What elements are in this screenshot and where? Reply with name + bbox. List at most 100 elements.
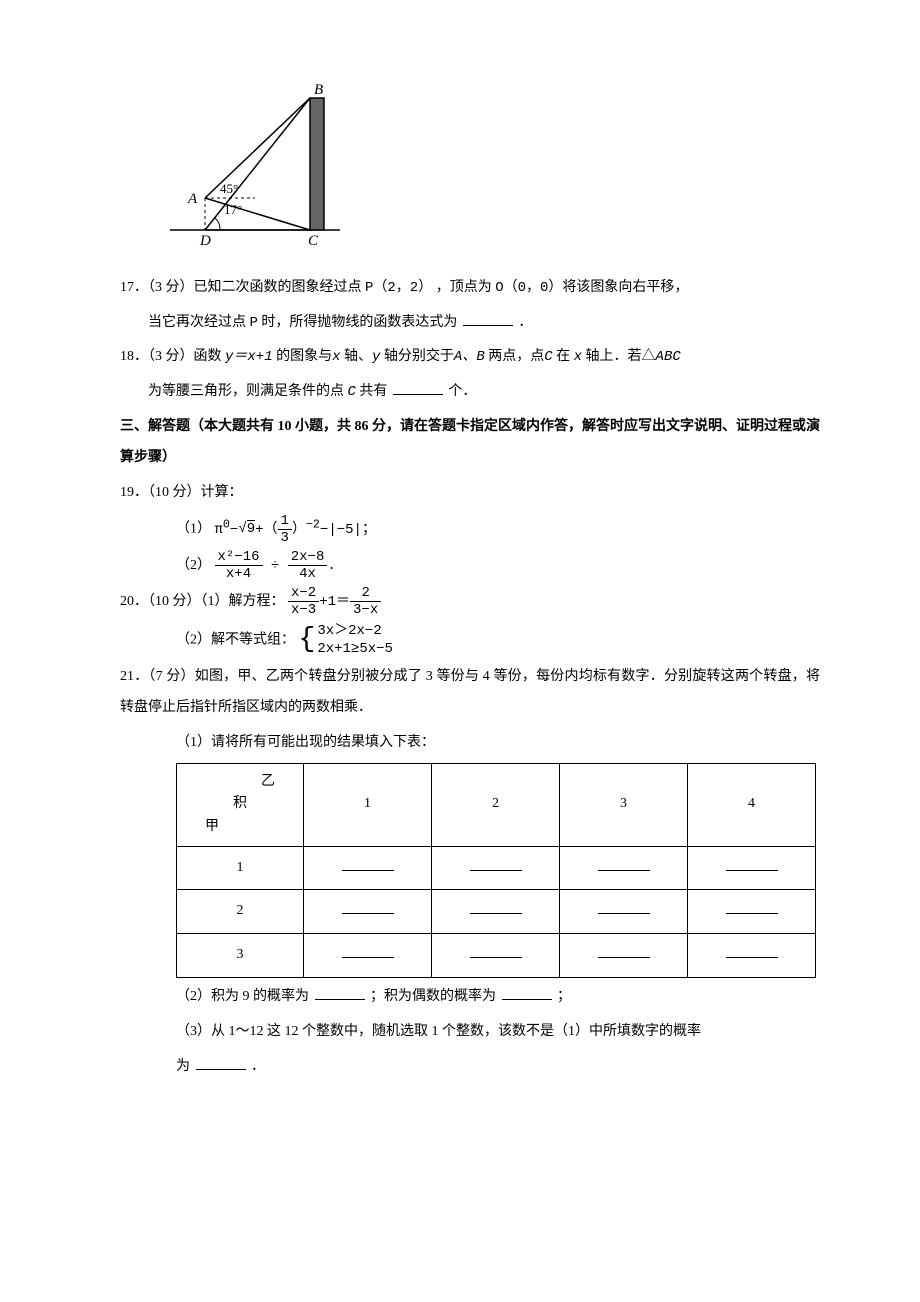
q17-l2var: P — [250, 315, 258, 331]
q17-l2a: 当它再次经过点 — [148, 315, 246, 330]
q19-part2: （2） x²−16x+4 ÷ 2x−84x. — [120, 550, 820, 582]
q17-l2c: ． — [518, 315, 532, 330]
cell-blank — [598, 898, 650, 914]
cell-blank — [726, 942, 778, 958]
q20-plus: +1＝ — [319, 594, 350, 610]
col-h-1: 1 — [304, 763, 432, 846]
label-D: D — [199, 233, 211, 249]
q18-func: y＝x+1 — [225, 349, 273, 365]
q21-blank-1 — [315, 982, 365, 1000]
cell-blank — [598, 854, 650, 870]
q17-mid: ，顶点为 — [436, 280, 492, 295]
q18-m6: 轴上．若△ — [582, 349, 656, 364]
label-C: C — [308, 233, 319, 249]
q19-plus: + — [255, 522, 263, 538]
q20-head: 20．（10 分）（1）解方程： — [120, 594, 285, 609]
q18-m5: 在 — [553, 349, 574, 364]
q21-head: 21．（7 分）如图，甲、乙两个转盘分别被分成了 3 等份与 4 等份，每份内均… — [120, 662, 820, 724]
q19-pi: π — [215, 522, 223, 538]
q21-sub1: （1）请将所有可能出现的结果填入下表： — [120, 728, 820, 759]
q18-ab: A、B — [454, 349, 485, 365]
corner-top: 乙 — [185, 771, 295, 793]
col-h-4: 4 — [688, 763, 816, 846]
q21-blank-2 — [502, 982, 552, 1000]
q21-sub2: （2）积为 9 的概率为 ；积为偶数的概率为 ； — [120, 982, 820, 1013]
q20-p2-label: （2）解不等式组： — [176, 632, 295, 647]
q20-f2n: 2 — [350, 586, 381, 602]
cell-blank — [342, 898, 394, 914]
q19-div: ÷ — [271, 558, 279, 574]
q21-sub3b: 为 ． — [120, 1052, 820, 1083]
q18-c2: C — [348, 384, 356, 400]
cell-blank — [726, 854, 778, 870]
q18-l2c: 个． — [448, 384, 476, 399]
q20-f1n: x−2 — [288, 586, 319, 602]
cell-blank — [470, 854, 522, 870]
q20-part2: （2）解不等式组： { 3x＞2x−2 2x+1≥5x−5 — [120, 622, 820, 658]
q19-sup0: 0 — [223, 517, 230, 531]
row-h-3: 3 — [177, 934, 304, 978]
q19-sqrt9: 9 — [247, 520, 255, 537]
cell-blank — [470, 942, 522, 958]
q19-f1d: x+4 — [215, 566, 263, 581]
q21-sub3: （3）从 1～12 这 12 个整数中，随机选取 1 个整数，该数不是（1）中所… — [120, 1017, 820, 1048]
q21-s3a: （3）从 1～12 这 12 个整数中，随机选取 1 个整数，该数不是（1）中所… — [176, 1024, 701, 1039]
table-row: 1 — [177, 846, 816, 890]
q20-f2d: 3−x — [350, 602, 381, 617]
label-A: A — [187, 191, 198, 207]
q19-part1: （1） π0−√9+（13）−2−|−5|； — [120, 512, 820, 545]
q19-p2-label: （2） — [176, 558, 211, 573]
cell-blank — [470, 898, 522, 914]
q19-head: 19．（10 分）计算： — [120, 478, 820, 509]
q18-blank — [393, 377, 443, 395]
table-row: 3 — [177, 934, 816, 978]
q19-f2d: 4x — [288, 566, 328, 581]
q20-f1d: x−3 — [288, 602, 319, 617]
q16-figure: B A D C 45° 17° — [160, 80, 820, 263]
q18-c: C — [544, 349, 552, 365]
table-corner: 乙 积 甲 — [177, 763, 304, 846]
q18-x1: x — [332, 349, 340, 365]
row-h-1: 1 — [177, 846, 304, 890]
q18-abc: ABC — [656, 349, 681, 365]
q18-m1: 的图象与 — [276, 349, 332, 364]
q18-m2: 轴、 — [341, 349, 373, 364]
q19-p1-label: （1） — [176, 522, 211, 537]
q17-l2b: 时，所得抛物线的函数表达式为 — [261, 315, 457, 330]
q19-exp: −2 — [306, 517, 320, 531]
q21-table: 乙 积 甲 1 2 3 4 1 2 3 — [176, 763, 816, 978]
q19-f1n: x²−16 — [215, 550, 263, 566]
cell-blank — [598, 942, 650, 958]
label-B: B — [314, 82, 323, 98]
col-h-2: 2 — [432, 763, 560, 846]
q19-min1: − — [230, 522, 238, 538]
q21-blank-3 — [196, 1052, 246, 1070]
q17-pointO: O（0，0）将该图象向右平移， — [495, 280, 688, 296]
q18-line1: 18．（3 分）函数 y＝x+1 的图象与x 轴、y 轴分别交于A、B 两点，点… — [120, 342, 820, 373]
label-17: 17° — [224, 202, 242, 217]
table-row: 2 — [177, 890, 816, 934]
q19-end: . — [327, 558, 335, 574]
q18-line2: 为等腰三角形，则满足条件的点 C 共有 个． — [120, 377, 820, 408]
cell-blank — [342, 854, 394, 870]
q18-m3: 轴分别交于 — [380, 349, 454, 364]
q19-f2n: 2x−8 — [288, 550, 328, 566]
cell-blank — [726, 898, 778, 914]
q21-s3c: ． — [251, 1059, 265, 1074]
q21-s2c: ； — [557, 989, 571, 1004]
q17-line2: 当它再次经过点 P 时，所得抛物线的函数表达式为 ． — [120, 308, 820, 339]
q17-blank — [463, 308, 513, 326]
q21-s3b: 为 — [176, 1059, 190, 1074]
q17-pointP: P（2，2） — [365, 280, 432, 296]
q18-a: 18．（3 分）函数 — [120, 349, 222, 364]
section3-heading: 三、解答题（本大题共有 10 小题，共 86 分，请在答题卡指定区域内作答，解答… — [120, 412, 820, 474]
q20-part1: 20．（10 分）（1）解方程： x−2x−3+1＝23−x — [120, 586, 820, 618]
q18-x2: x — [574, 349, 582, 365]
corner-mid: 积 — [185, 793, 295, 815]
q18-m4: 两点，点 — [485, 349, 545, 364]
row-h-2: 2 — [177, 890, 304, 934]
label-45: 45° — [220, 181, 238, 196]
cell-blank — [342, 942, 394, 958]
q20-sys1: 3x＞2x−2 — [317, 622, 393, 640]
q17-line1: 17．（3 分）已知二次函数的图象经过点 P（2，2） ，顶点为 O（0，0）将… — [120, 273, 820, 304]
